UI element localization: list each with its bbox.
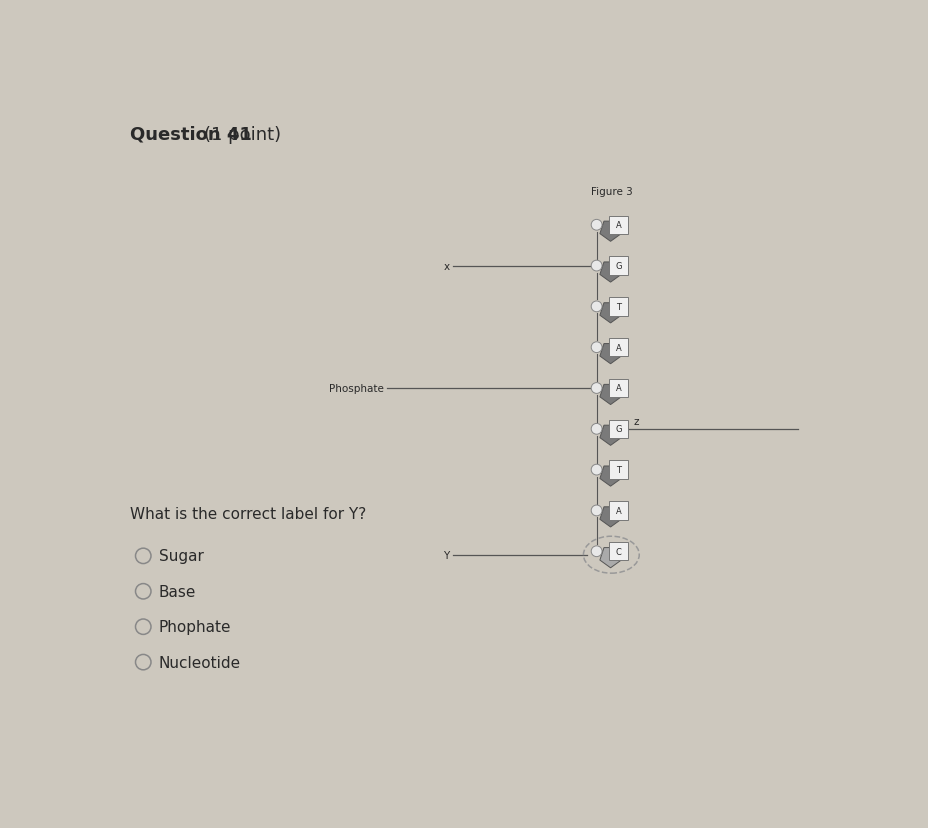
- FancyBboxPatch shape: [609, 379, 627, 397]
- Circle shape: [590, 261, 601, 272]
- Polygon shape: [599, 385, 621, 405]
- FancyBboxPatch shape: [609, 257, 627, 276]
- Text: What is the correct label for Y?: What is the correct label for Y?: [130, 507, 366, 522]
- Text: (1 point): (1 point): [203, 126, 280, 143]
- Circle shape: [590, 505, 601, 516]
- FancyBboxPatch shape: [609, 542, 627, 561]
- Polygon shape: [599, 548, 621, 568]
- Circle shape: [590, 220, 601, 231]
- Circle shape: [590, 465, 601, 475]
- FancyBboxPatch shape: [609, 461, 627, 479]
- Text: Phophate: Phophate: [159, 619, 231, 634]
- Text: x: x: [443, 262, 449, 272]
- FancyBboxPatch shape: [609, 502, 627, 520]
- Circle shape: [590, 343, 601, 354]
- Text: Question 41: Question 41: [130, 126, 258, 143]
- FancyBboxPatch shape: [609, 298, 627, 316]
- Text: Nucleotide: Nucleotide: [159, 655, 240, 670]
- FancyBboxPatch shape: [609, 420, 627, 439]
- Polygon shape: [599, 344, 621, 364]
- Polygon shape: [599, 303, 621, 324]
- Circle shape: [590, 383, 601, 394]
- Circle shape: [590, 424, 601, 435]
- Text: T: T: [615, 302, 620, 311]
- Circle shape: [590, 301, 601, 312]
- Text: A: A: [614, 384, 621, 393]
- Text: Base: Base: [159, 584, 196, 599]
- Text: G: G: [614, 262, 621, 271]
- Text: Sugar: Sugar: [159, 549, 203, 564]
- Text: Figure 3: Figure 3: [590, 187, 632, 197]
- Text: A: A: [614, 506, 621, 515]
- Text: z: z: [632, 417, 638, 427]
- Text: A: A: [614, 344, 621, 352]
- FancyBboxPatch shape: [609, 339, 627, 357]
- Text: G: G: [614, 425, 621, 434]
- Text: A: A: [614, 221, 621, 230]
- Text: T: T: [615, 465, 620, 474]
- Polygon shape: [599, 222, 621, 242]
- Text: Phosphate: Phosphate: [329, 383, 383, 393]
- Circle shape: [590, 546, 601, 557]
- Text: C: C: [614, 547, 621, 556]
- Polygon shape: [599, 466, 621, 487]
- Polygon shape: [599, 262, 621, 283]
- Polygon shape: [599, 508, 621, 527]
- FancyBboxPatch shape: [609, 216, 627, 234]
- Text: Y: Y: [443, 551, 449, 561]
- Polygon shape: [599, 426, 621, 445]
